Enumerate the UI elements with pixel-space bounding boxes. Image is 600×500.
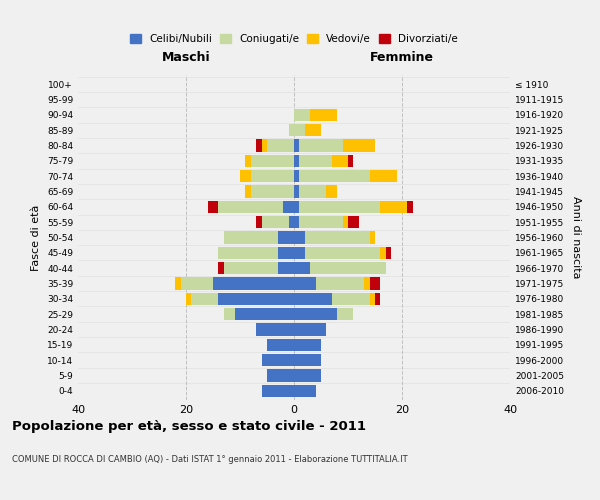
Bar xyxy=(224,308,235,320)
Bar xyxy=(251,186,294,198)
Bar xyxy=(213,278,294,289)
Bar xyxy=(267,370,294,382)
Bar xyxy=(262,140,267,151)
Bar xyxy=(283,200,294,213)
Bar xyxy=(186,292,191,305)
Bar xyxy=(407,200,413,213)
Bar xyxy=(299,170,370,182)
Bar xyxy=(305,232,370,243)
Bar xyxy=(337,308,353,320)
Bar xyxy=(316,278,364,289)
Bar xyxy=(191,292,218,305)
Bar xyxy=(386,246,391,259)
Y-axis label: Fasce di età: Fasce di età xyxy=(31,204,41,270)
Bar xyxy=(299,186,326,198)
Bar xyxy=(348,216,359,228)
Bar xyxy=(348,154,353,167)
Bar xyxy=(294,216,299,228)
Y-axis label: Anni di nascita: Anni di nascita xyxy=(571,196,581,279)
Bar xyxy=(256,324,294,336)
Bar xyxy=(343,140,375,151)
Bar xyxy=(289,124,294,136)
Text: COMUNE DI ROCCA DI CAMBIO (AQ) - Dati ISTAT 1° gennaio 2011 - Elaborazione TUTTI: COMUNE DI ROCCA DI CAMBIO (AQ) - Dati IS… xyxy=(12,455,407,464)
Text: Maschi: Maschi xyxy=(161,52,211,64)
Bar xyxy=(294,108,310,121)
Bar xyxy=(305,124,321,136)
Bar xyxy=(218,262,224,274)
Bar xyxy=(332,292,370,305)
Bar xyxy=(224,262,278,274)
Bar xyxy=(235,308,294,320)
Bar xyxy=(380,200,407,213)
Text: Femmine: Femmine xyxy=(370,52,434,64)
Bar xyxy=(278,246,294,259)
Text: Popolazione per età, sesso e stato civile - 2011: Popolazione per età, sesso e stato civil… xyxy=(12,420,366,433)
Bar xyxy=(294,338,321,351)
Bar xyxy=(251,170,294,182)
Bar xyxy=(294,200,299,213)
Bar xyxy=(267,338,294,351)
Bar xyxy=(332,154,348,167)
Bar xyxy=(299,140,343,151)
Bar xyxy=(343,216,348,228)
Bar xyxy=(294,384,316,397)
Bar xyxy=(181,278,213,289)
Bar xyxy=(370,278,380,289)
Bar xyxy=(299,216,343,228)
Bar xyxy=(326,186,337,198)
Bar xyxy=(294,170,299,182)
Bar xyxy=(294,154,299,167)
Bar xyxy=(262,216,289,228)
Bar xyxy=(294,140,299,151)
Bar xyxy=(256,140,262,151)
Bar xyxy=(240,170,251,182)
Bar xyxy=(294,324,326,336)
Bar xyxy=(294,262,310,274)
Bar xyxy=(299,154,332,167)
Bar xyxy=(251,154,294,167)
Bar xyxy=(278,232,294,243)
Bar xyxy=(294,124,305,136)
Bar xyxy=(305,246,380,259)
Bar xyxy=(218,246,278,259)
Bar xyxy=(294,186,299,198)
Bar xyxy=(380,246,386,259)
Bar xyxy=(245,186,251,198)
Bar xyxy=(224,232,278,243)
Bar xyxy=(245,154,251,167)
Bar xyxy=(370,292,375,305)
Bar xyxy=(175,278,181,289)
Bar xyxy=(262,384,294,397)
Bar xyxy=(370,232,375,243)
Bar xyxy=(294,278,316,289)
Bar xyxy=(294,354,321,366)
Bar xyxy=(294,370,321,382)
Bar xyxy=(267,140,294,151)
Bar xyxy=(294,308,337,320)
Bar xyxy=(218,292,294,305)
Bar xyxy=(299,200,380,213)
Bar xyxy=(364,278,370,289)
Bar xyxy=(278,262,294,274)
Legend: Celibi/Nubili, Coniugati/e, Vedovi/e, Divorziati/e: Celibi/Nubili, Coniugati/e, Vedovi/e, Di… xyxy=(128,32,460,46)
Bar xyxy=(256,216,262,228)
Bar xyxy=(289,216,294,228)
Bar xyxy=(370,170,397,182)
Bar xyxy=(375,292,380,305)
Bar xyxy=(294,232,305,243)
Bar xyxy=(262,354,294,366)
Bar xyxy=(294,246,305,259)
Bar xyxy=(310,108,337,121)
Bar xyxy=(310,262,386,274)
Bar xyxy=(218,200,283,213)
Bar xyxy=(294,292,332,305)
Bar xyxy=(208,200,218,213)
